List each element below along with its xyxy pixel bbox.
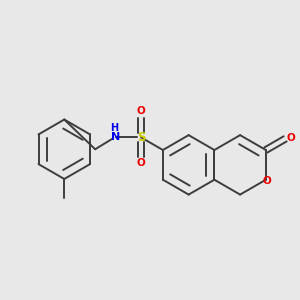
Text: S: S (137, 131, 145, 144)
Text: O: O (287, 133, 296, 143)
Text: O: O (136, 106, 146, 116)
Text: O: O (263, 176, 272, 186)
Text: O: O (136, 158, 146, 169)
Text: H: H (110, 123, 118, 133)
Text: N: N (111, 132, 120, 142)
